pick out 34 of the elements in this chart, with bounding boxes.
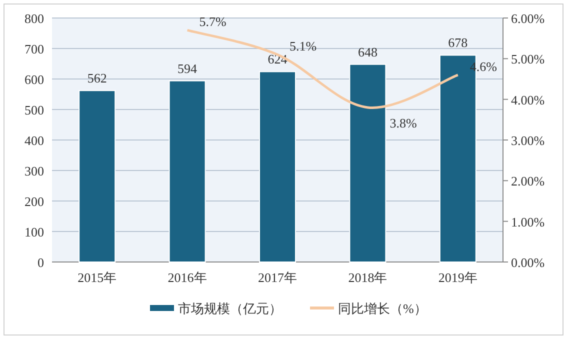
y2-tick-label: 4.00% — [511, 92, 545, 108]
y-tick-label: 0 — [38, 255, 44, 270]
y2-tick-label: 3.00% — [511, 133, 545, 148]
data-label: 562 — [87, 70, 107, 86]
y-tick-label: 400 — [24, 133, 44, 148]
data-label: 678 — [448, 35, 468, 50]
x-tick-label: 2016年 — [168, 270, 207, 285]
x-tick-label: 2015年 — [78, 270, 117, 285]
y-tick-label: 800 — [24, 11, 44, 26]
data-label: 5.7% — [199, 14, 227, 30]
y-tick-label: 200 — [24, 194, 44, 209]
x-tick-label: 2018年 — [348, 270, 388, 285]
y-tick-label: 700 — [24, 42, 44, 56]
data-label: 648 — [358, 44, 378, 60]
x-tick-label: 2019年 — [438, 270, 478, 285]
data-label: 5.1% — [290, 38, 317, 54]
data-label: 3.8% — [390, 115, 417, 130]
y2-tick-label: 2.00% — [511, 174, 545, 189]
y-tick-label: 100 — [24, 224, 44, 240]
bar — [349, 64, 386, 262]
y2-tick-label: 0.00% — [511, 255, 545, 270]
y2-tick-label: 1.00% — [511, 214, 545, 230]
bar — [259, 71, 296, 262]
data-label: 594 — [178, 60, 198, 76]
y-tick-label: 300 — [24, 164, 44, 178]
y2-tick-label: 6.00% — [511, 11, 545, 26]
bar — [78, 90, 116, 262]
x-tick-label: 2017年 — [258, 270, 297, 285]
y2-tick-label: 5.00% — [511, 52, 545, 67]
bar — [168, 80, 206, 262]
legend-label: 同比增长（%） — [338, 301, 427, 316]
legend-label: 市场规模（亿元） — [178, 301, 282, 316]
y-tick-label: 600 — [24, 72, 44, 87]
y-tick-label: 500 — [24, 102, 44, 118]
